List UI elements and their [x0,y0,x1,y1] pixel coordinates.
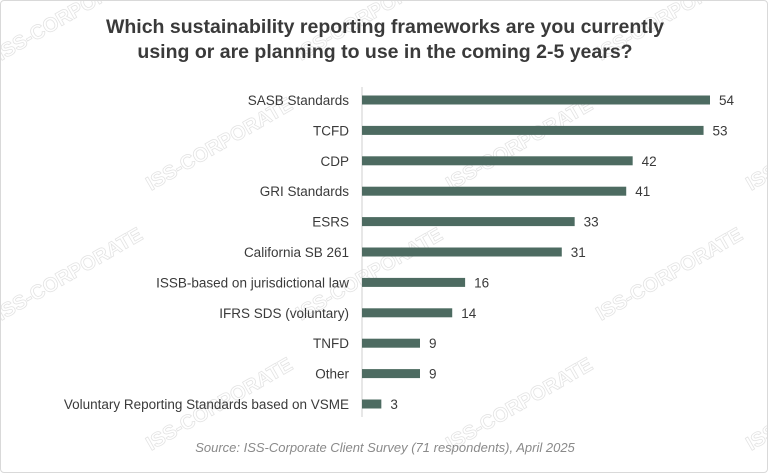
value-label: 16 [474,275,489,290]
chart-title: Which sustainability reporting framework… [1,15,767,65]
value-label: 42 [642,154,657,169]
value-label: 41 [635,184,650,199]
category-label: TNFD [313,336,349,351]
bar [362,399,382,409]
category-label: SASB Standards [248,93,350,108]
chart-source-note: Source: ISS-Corporate Client Survey (71 … [195,440,575,455]
category-label: IFRS SDS (voluntary) [219,306,349,321]
value-label: 3 [390,397,398,412]
bar [362,369,420,379]
value-label: 14 [461,306,477,321]
bar [362,338,420,348]
bar [362,247,562,257]
bar [362,308,453,318]
value-label: 31 [571,245,586,260]
bar [362,186,627,196]
value-label: 9 [429,367,437,382]
chart-title-line-2: using or are planning to use in the comi… [137,41,633,63]
bar [362,95,710,105]
category-label: California SB 261 [244,245,349,260]
category-label: TCFD [313,123,349,138]
category-label: ESRS [312,215,349,230]
bar [362,156,633,166]
value-label: 53 [713,123,728,138]
category-label: GRI Standards [260,184,350,199]
category-label: Voluntary Reporting Standards based on V… [64,397,349,412]
value-label: 9 [429,336,437,351]
category-label: Other [315,367,349,382]
value-label: 33 [584,215,599,230]
chart-title-line-1: Which sustainability reporting framework… [105,16,665,38]
bar [362,217,575,227]
bar [362,277,466,287]
bar [362,125,704,135]
value-label: 54 [719,93,735,108]
category-label: CDP [320,154,349,169]
category-label: ISSB-based on jurisdictional law [156,275,349,290]
